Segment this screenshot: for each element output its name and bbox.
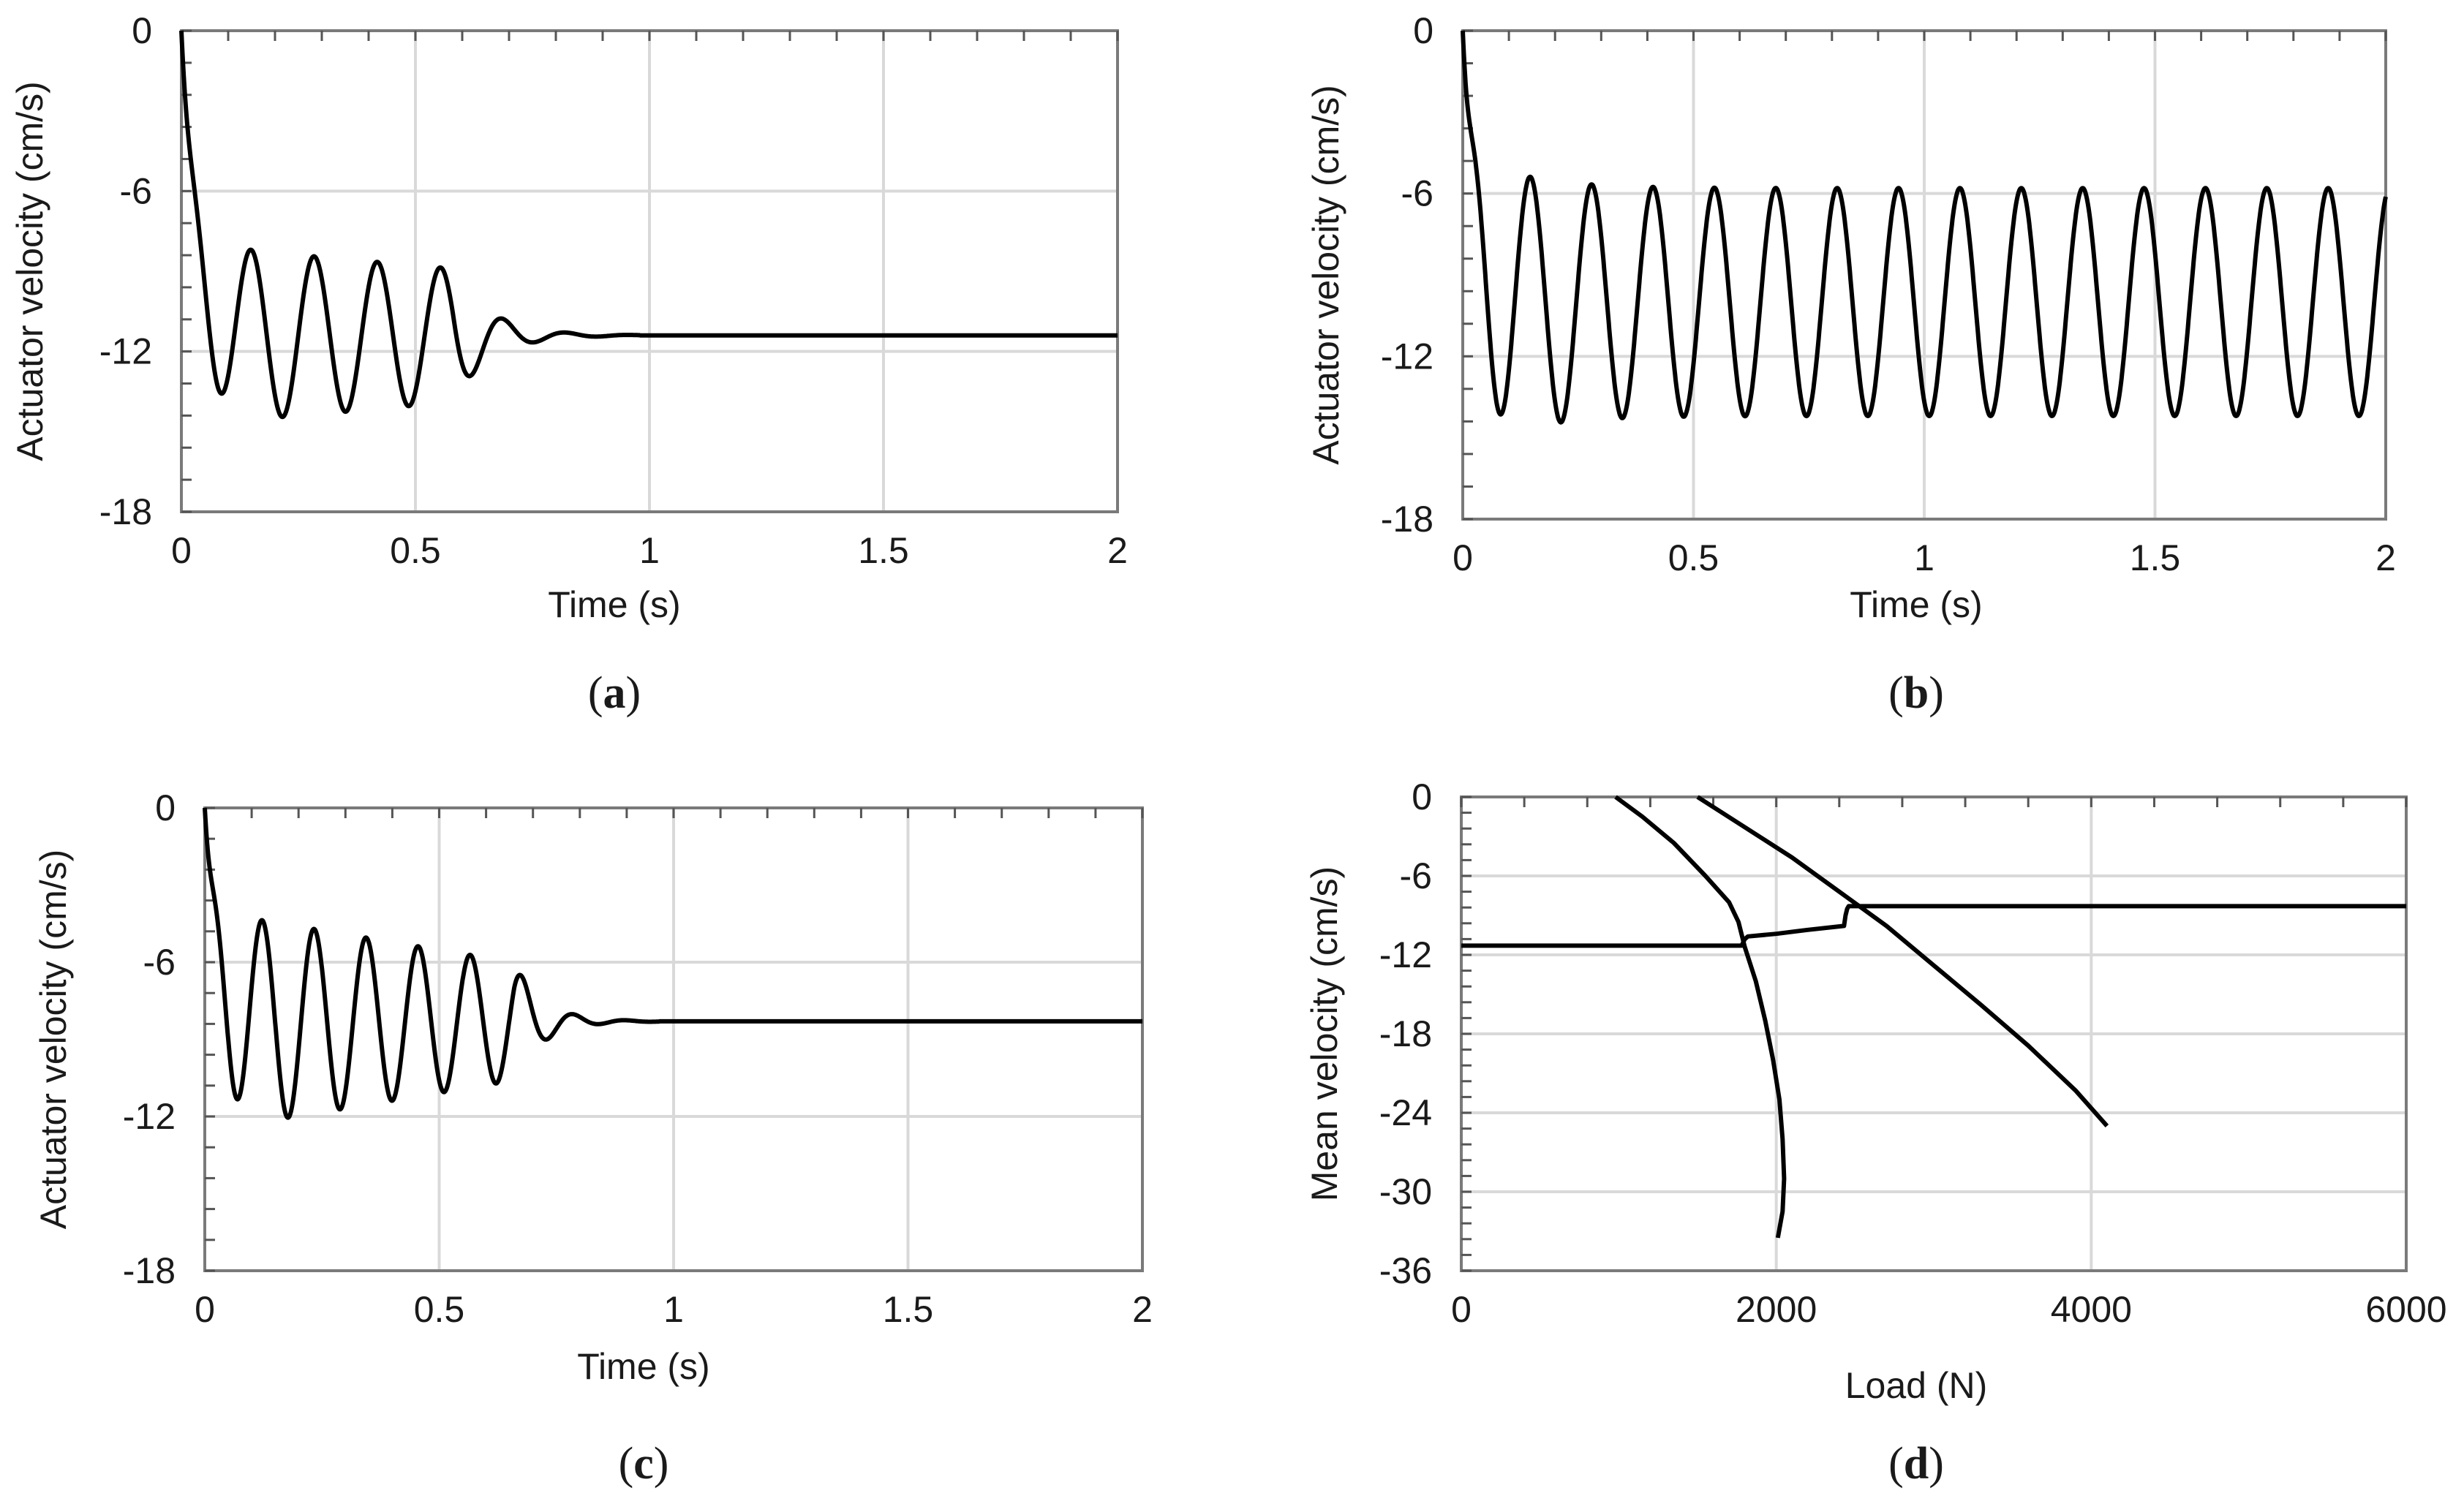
x-tick-label: 6000 (2365, 1289, 2446, 1330)
chart-a: 0 0.5 1 1.5 2 0 -6 -12 -18 Time (s) Actuator veloc… (10, 10, 1128, 718)
x-tick-label: 1 (639, 530, 660, 571)
y-tick-label: -12 (123, 1096, 176, 1137)
x-tick-label: 0 (1453, 537, 1473, 578)
series-line-curve-1 (1614, 795, 1787, 1239)
y-tick-label: -12 (99, 331, 152, 372)
x-tick-label: 1.5 (2130, 537, 2181, 578)
series-line-velocity (179, 30, 1120, 420)
y-axis-title: Actuator velocity (cm/s) (33, 850, 74, 1230)
series-line-velocity (203, 807, 1145, 1120)
x-tick-label: 4000 (2051, 1289, 2132, 1330)
series-line-velocity (1461, 30, 2388, 425)
y-axis-title: Actuator velocity (cm/s) (10, 81, 50, 461)
panel-caption: (d) (1888, 1439, 1944, 1489)
x-axis-title: Time (s) (577, 1346, 709, 1387)
y-tick-label: -36 (1379, 1250, 1432, 1291)
y-tick-label: -24 (1379, 1092, 1432, 1133)
x-axis-title: Time (s) (1850, 584, 1982, 625)
y-tick-label: -6 (1400, 855, 1432, 896)
x-tick-label: 0.5 (1668, 537, 1719, 578)
y-tick-label: -18 (123, 1250, 176, 1291)
x-tick-label: 1 (1914, 537, 1934, 578)
y-tick-label: -12 (1379, 934, 1432, 975)
x-tick-label: 2 (2376, 537, 2396, 578)
x-axis-title: Load (N) (1845, 1365, 1988, 1406)
y-tick-label: -6 (143, 942, 176, 983)
x-tick-label: 1.5 (858, 530, 909, 571)
chart-d: 0 2000 4000 6000 0 -6 -12 -18 -24 -30 -36 Load (N) M… (1304, 776, 2447, 1489)
y-tick-label: 0 (1412, 776, 1432, 817)
x-tick-label: 2 (1107, 530, 1128, 571)
series-line-curve-3 (1461, 904, 2406, 948)
x-tick-label: 0 (171, 530, 192, 571)
y-tick-label: 0 (1413, 10, 1433, 51)
y-tick-label: -6 (1401, 173, 1433, 214)
chart-b: 0 0.5 1 1.5 2 0 -6 -12 -18 Time (s) Actuator veloc… (1306, 10, 2396, 718)
x-axis-title: Time (s) (548, 584, 680, 625)
x-tick-label: 1 (663, 1289, 684, 1330)
y-tick-label: -6 (120, 170, 152, 211)
y-tick-label: -12 (1381, 336, 1433, 377)
x-tick-label: 0 (195, 1289, 215, 1330)
x-tick-label: 2000 (1736, 1289, 1817, 1330)
x-tick-label: 2 (1132, 1289, 1153, 1330)
x-tick-label: 0.5 (390, 530, 441, 571)
y-tick-label: -18 (1381, 499, 1433, 540)
x-tick-label: 0 (1451, 1289, 1472, 1330)
y-tick-label: 0 (155, 787, 176, 828)
y-tick-label: -30 (1379, 1171, 1432, 1212)
panel-caption: (a) (588, 668, 641, 718)
y-tick-label: -18 (1379, 1013, 1432, 1054)
x-tick-label: 1.5 (883, 1289, 934, 1330)
series-line-curve-2 (1696, 795, 2109, 1127)
panel-caption: (b) (1888, 668, 1944, 718)
y-axis-title: Actuator velocity (cm/s) (1306, 85, 1346, 465)
y-tick-label: 0 (132, 10, 152, 51)
y-tick-label: -18 (99, 491, 152, 532)
x-tick-label: 0.5 (414, 1289, 465, 1330)
chart-c: 0 0.5 1 1.5 2 0 -6 -12 -18 Time (s) Actuator veloc… (33, 787, 1153, 1489)
panel-caption: (c) (619, 1439, 669, 1489)
y-axis-title: Mean velocity (cm/s) (1304, 866, 1345, 1201)
